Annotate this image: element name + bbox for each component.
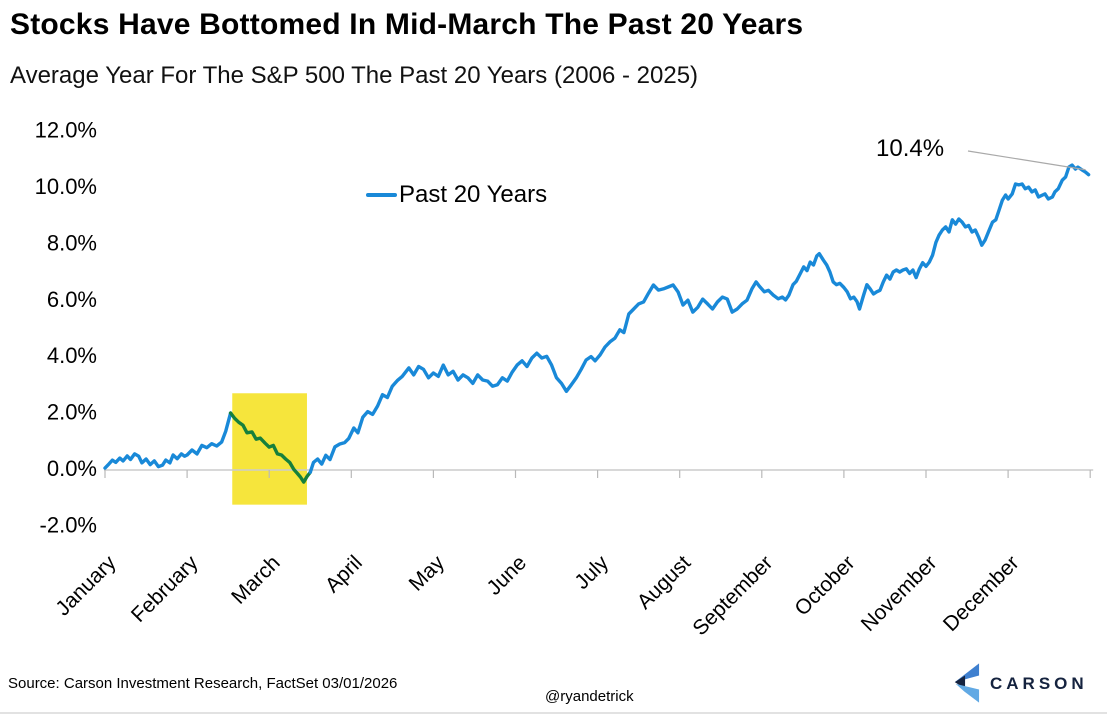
legend: Past 20 Years bbox=[366, 181, 547, 209]
series-line-past-20-years bbox=[308, 163, 1091, 474]
x-axis-month-label: February bbox=[127, 551, 203, 627]
end-value-annotation: 10.4% bbox=[876, 135, 945, 162]
annotation-leader-line bbox=[967, 150, 1086, 171]
x-axis-month-label: October bbox=[790, 551, 859, 620]
x-axis-month-label: May bbox=[405, 551, 450, 596]
x-axis-month-label: April bbox=[321, 551, 367, 597]
series-line-past-20-years bbox=[103, 411, 233, 470]
carson-logo-mark-icon bbox=[954, 663, 980, 703]
carson-logo: CARSON bbox=[952, 663, 1088, 703]
y-axis-label: 0.0% bbox=[47, 456, 97, 481]
x-axis-month-label: June bbox=[483, 551, 531, 599]
x-axis-month-label: December bbox=[939, 551, 1024, 636]
y-axis-label: 10.0% bbox=[35, 174, 97, 199]
y-axis-label: 4.0% bbox=[47, 343, 97, 368]
carson-logo-text: CARSON bbox=[990, 674, 1088, 693]
x-axis-month-label: August bbox=[633, 551, 696, 614]
x-axis-month-label: September bbox=[688, 551, 777, 640]
legend-label: Past 20 Years bbox=[399, 181, 548, 208]
chart-subtitle: Average Year For The S&P 500 The Past 20… bbox=[10, 62, 699, 89]
y-axis-label: 2.0% bbox=[47, 400, 97, 425]
legend-line-swatch bbox=[366, 193, 397, 197]
x-axis-month-label: July bbox=[570, 551, 613, 594]
y-axis-label: 6.0% bbox=[47, 287, 97, 312]
mid-march-highlight-band bbox=[232, 393, 307, 505]
series-line-march-dip bbox=[228, 411, 312, 484]
author-handle: @ryandetrick bbox=[545, 688, 634, 705]
x-axis-month-label: March bbox=[227, 551, 285, 609]
y-axis-label: -2.0% bbox=[40, 512, 97, 537]
chart-title: Stocks Have Bottomed In Mid-March The Pa… bbox=[10, 8, 804, 41]
y-axis-label: 8.0% bbox=[47, 230, 97, 255]
y-axis-label: 12.0% bbox=[35, 118, 97, 143]
x-axis-month-label: November bbox=[857, 551, 942, 636]
x-axis-month-label: January bbox=[51, 551, 120, 620]
source-note: Source: Carson Investment Research, Fact… bbox=[8, 675, 398, 692]
